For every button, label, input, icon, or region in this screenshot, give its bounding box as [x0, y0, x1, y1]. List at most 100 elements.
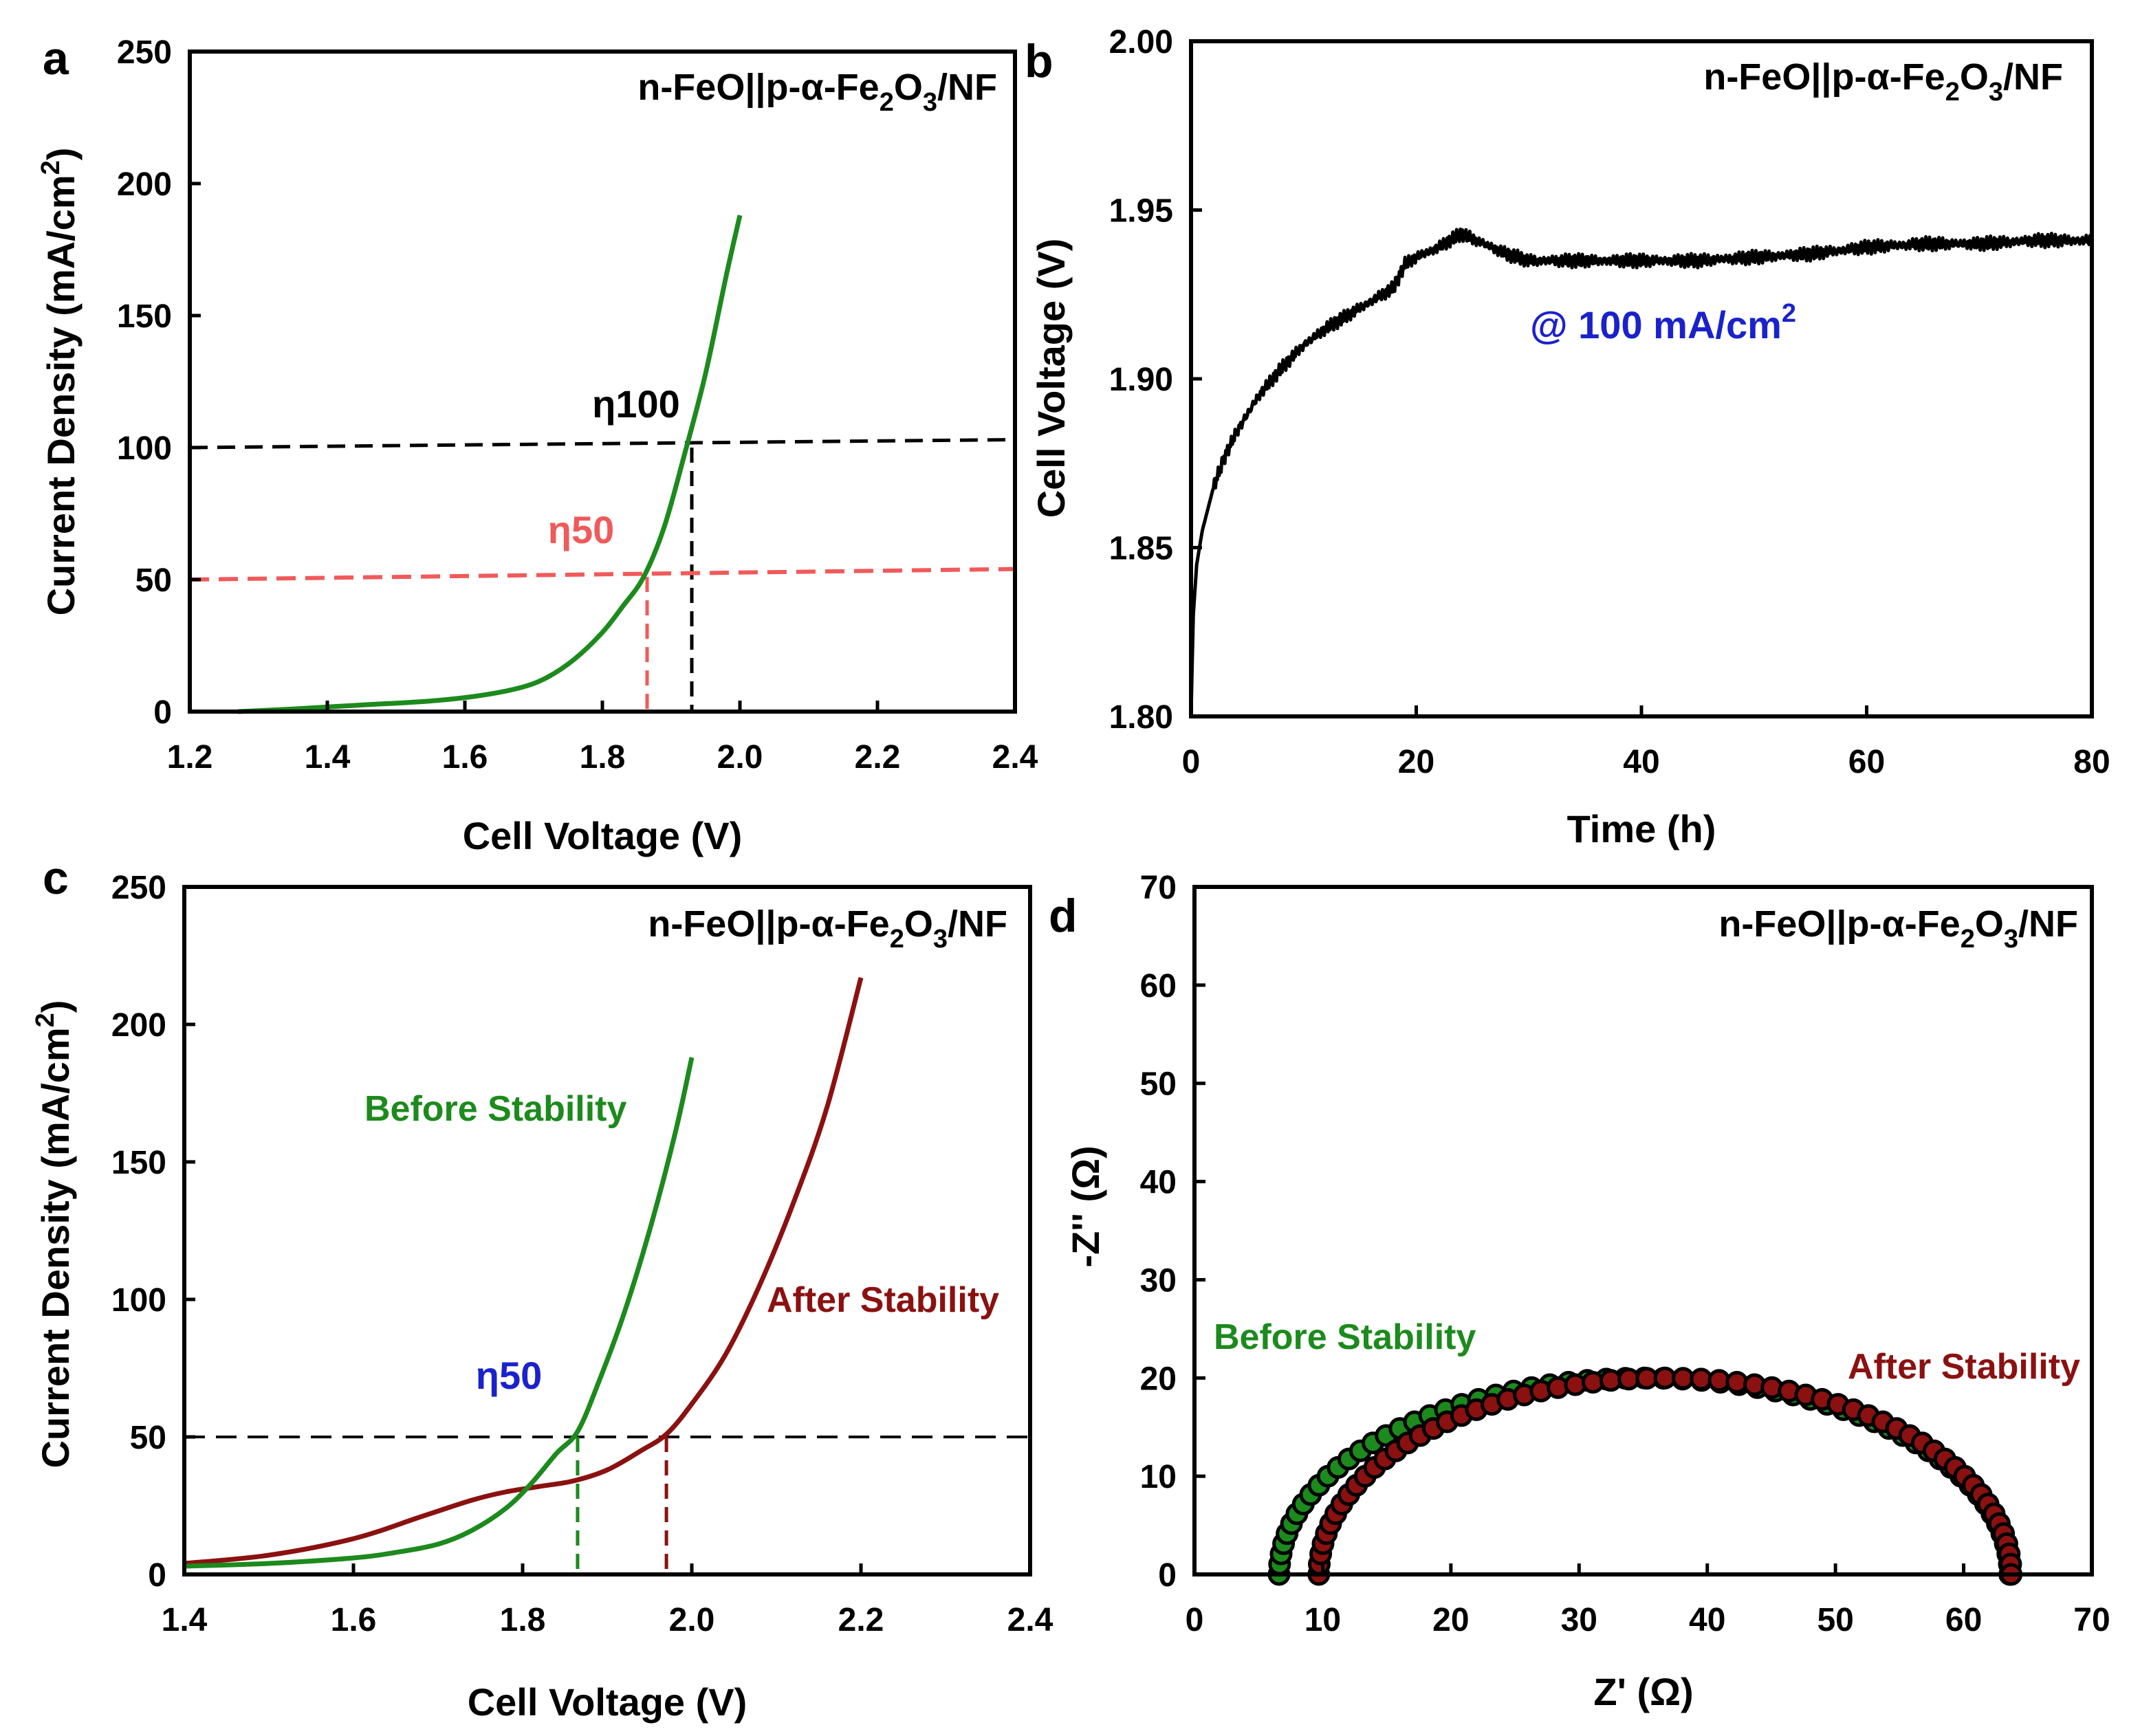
- after-stability-point: [1653, 1366, 1677, 1389]
- c-ytick-label: 200: [111, 1007, 166, 1044]
- b-xtick-label: 0: [1182, 744, 1201, 780]
- panel-d-before-label: Before Stability: [1214, 1317, 1476, 1357]
- d-ytick-label: 20: [1140, 1361, 1177, 1397]
- a-ytick-label: 150: [117, 298, 172, 335]
- b-xtick-label: 20: [1398, 744, 1434, 780]
- c-ytick-label: 250: [111, 870, 166, 906]
- eta50-hline: [189, 567, 1016, 582]
- d-xtick-label: 30: [1561, 1602, 1597, 1638]
- panel-c-xlabel: Cell Voltage (V): [468, 1680, 747, 1724]
- panel-c-frame: [182, 885, 1032, 1576]
- c-ytick-label: 100: [111, 1282, 166, 1319]
- panel-b-sample-label: n-FeO||p-α-Fe2O3/NF: [1703, 56, 2063, 107]
- panel-b-frame: [1189, 39, 2094, 718]
- b-ytick-label: 1.90: [1109, 362, 1173, 398]
- stability-curve: [1189, 228, 2093, 717]
- panel-c: c 1.4 1.6 1.8 2.0 2.2 2.4 0 50 100 150 200 250 n-F…: [31, 852, 1053, 1724]
- c-xtick-label: 1.6: [331, 1602, 377, 1638]
- b-xtick-label: 60: [1848, 744, 1885, 780]
- b-ytick-label: 1.95: [1109, 193, 1173, 230]
- eta50-label-a: η50: [548, 508, 615, 551]
- d-ytick-label: 0: [1158, 1557, 1177, 1594]
- after-stability-point: [1635, 1367, 1659, 1390]
- panel-b-marks: [1189, 228, 2093, 717]
- d-xtick-label: 60: [1945, 1602, 1982, 1638]
- panel-c-marks: [184, 977, 1030, 1574]
- panel-c-after-label: After Stability: [767, 1280, 999, 1320]
- a-ytick-label: 250: [117, 34, 172, 71]
- panel-c-xticks: 1.4 1.6 1.8 2.0 2.2 2.4: [162, 1563, 1053, 1638]
- c-ytick-label: 150: [111, 1145, 166, 1181]
- panel-b-ylabel: Cell Voltage (V): [1029, 239, 1073, 518]
- a-ytick-label: 0: [153, 694, 172, 731]
- a-ytick-label: 100: [117, 430, 172, 467]
- c-xtick-label: 1.8: [500, 1602, 546, 1638]
- c-ytick-label: 50: [130, 1420, 166, 1456]
- eta100-label: η100: [592, 382, 680, 426]
- panel-a-sample-label: n-FeO||p-α-Fe2O3/NF: [637, 67, 997, 117]
- panel-c-before-label: Before Stability: [364, 1089, 626, 1129]
- b-xtick-label: 40: [1623, 744, 1659, 780]
- panel-a-letter: a: [43, 32, 69, 85]
- c-xtick-label: 2.2: [838, 1602, 884, 1638]
- d-xtick-label: 10: [1304, 1602, 1341, 1638]
- panel-a-marks: [189, 215, 1016, 714]
- panel-d-frame: [1192, 885, 2094, 1576]
- after-stability-point: [1672, 1367, 1694, 1390]
- panel-d-marks: [1267, 1366, 2023, 1586]
- panel-d-ylabel: -Z'' (Ω): [1064, 1145, 1107, 1267]
- panel-b-yticks: 1.80 1.85 1.90 1.95 2.00: [1109, 24, 1202, 736]
- eta100-hline: [189, 437, 1016, 450]
- a-ytick-label: 50: [135, 562, 172, 599]
- panel-c-letter: c: [43, 852, 69, 904]
- panel-a: a 1.2 1.4 1.6 1.8 2.0 2.2 2.4 050100150200250 …: [36, 32, 1038, 857]
- a-xtick-label: 1.4: [305, 739, 351, 776]
- panel-c-yticks: 0 50 100 150 200 250: [111, 870, 195, 1594]
- panel-d-letter: d: [1049, 890, 1078, 942]
- panel-a-frame: [188, 50, 1017, 714]
- before-stability-curve: [184, 1057, 695, 1569]
- c-ytick-label: 0: [148, 1557, 166, 1594]
- d-ytick-label: 50: [1140, 1066, 1177, 1103]
- after-stability-curve: [184, 977, 864, 1566]
- panel-c-sample-label: n-FeO||p-α-Fe2O3/NF: [648, 903, 1007, 954]
- panel-a-yticks: 0 50 100 150 200 250: [117, 34, 201, 731]
- a-xtick-label: 2.4: [992, 739, 1038, 776]
- c-xtick-label: 2.4: [1007, 1602, 1053, 1638]
- d-xtick-label: 70: [2073, 1602, 2110, 1638]
- c-xtick-label: 1.4: [162, 1602, 208, 1638]
- panel-b: b 0 20 40 60 80 1.80 1.85 1.90 1.95 2.00 n-FeO||…: [1025, 24, 2110, 850]
- d-xtick-label: 50: [1817, 1602, 1853, 1638]
- d-ytick-label: 60: [1140, 968, 1177, 1004]
- polarization-curve-a: [237, 215, 743, 714]
- b-ytick-label: 1.85: [1109, 531, 1173, 567]
- panel-a-ylabel: Current Density (mA/cm2): [36, 148, 83, 616]
- panel-b-xlabel: Time (h): [1567, 807, 1716, 850]
- d-ytick-label: 10: [1140, 1459, 1177, 1495]
- b-ytick-label: 1.80: [1109, 699, 1173, 736]
- d-xtick-label: 20: [1432, 1602, 1469, 1638]
- panel-d-after-label: After Stability: [1848, 1347, 2080, 1387]
- panel-d: d 0 10 20 30 40 50 60 70 0 10 20 30 40 50 60 70 n-FeO|…: [1049, 870, 2110, 1713]
- d-ytick-label: 70: [1140, 870, 1177, 906]
- a-ytick-label: 200: [117, 166, 172, 203]
- panel-d-xticks: 0 10 20 30 40 50 60 70: [1186, 1563, 2110, 1638]
- panel-b-annotation: @ 100 mA/cm2: [1530, 299, 1796, 347]
- panel-d-sample-label: n-FeO||p-α-Fe2O3/NF: [1718, 903, 2078, 954]
- d-xtick-label: 0: [1186, 1602, 1204, 1638]
- b-xtick-label: 80: [2073, 744, 2110, 780]
- a-xtick-label: 2.0: [717, 739, 763, 776]
- d-ytick-label: 40: [1140, 1165, 1177, 1201]
- panel-d-yticks: 0 10 20 30 40 50 60 70: [1140, 870, 1205, 1594]
- c-xtick-label: 2.0: [669, 1602, 715, 1638]
- panel-d-xlabel: Z' (Ω): [1593, 1670, 1693, 1713]
- a-xtick-label: 1.6: [442, 739, 488, 776]
- panel-b-xticks: 0 20 40 60 80: [1182, 705, 2110, 780]
- panel-a-xlabel: Cell Voltage (V): [463, 814, 743, 857]
- d-ytick-label: 30: [1140, 1262, 1177, 1299]
- panel-b-letter: b: [1025, 35, 1053, 87]
- a-xtick-label: 2.2: [855, 739, 901, 776]
- d-xtick-label: 40: [1689, 1602, 1725, 1638]
- a-xtick-label: 1.2: [167, 739, 213, 776]
